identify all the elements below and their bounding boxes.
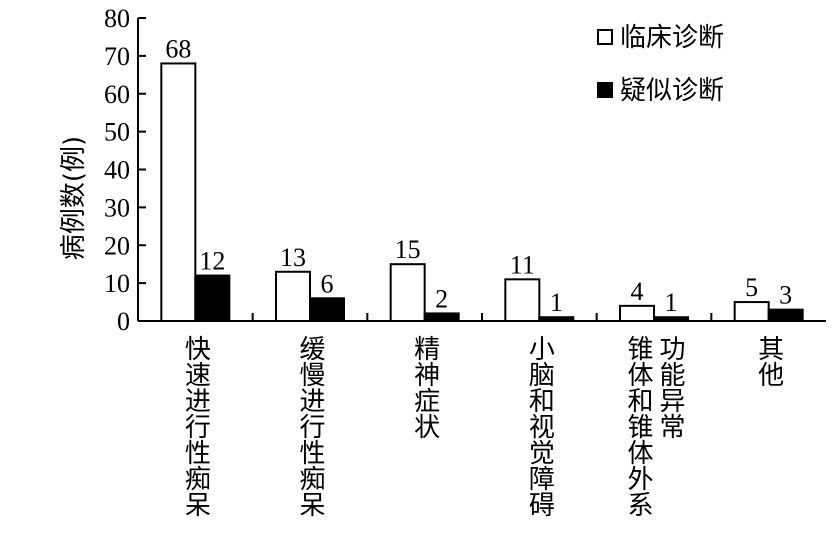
category-label: 小脑和视觉障碍	[524, 335, 554, 517]
bar-suspected	[767, 308, 804, 323]
data-label: 12	[199, 247, 225, 276]
y-tick-label: 70	[104, 42, 130, 71]
bar-clinical	[619, 304, 655, 323]
bar-clinical	[160, 62, 197, 322]
data-label: 15	[395, 235, 421, 264]
bar-suspected	[194, 274, 231, 322]
legend-label: 疑似诊断	[620, 76, 724, 106]
category-label: 缓慢进行性痴呆	[295, 335, 325, 517]
y-tick-label: 40	[104, 156, 130, 185]
y-axis: 0 10 20 30 40 50 60 70 80	[104, 4, 146, 336]
data-label: 5	[745, 273, 758, 302]
data-label: 13	[280, 243, 306, 272]
category-label: 快速进行性痴呆	[180, 335, 210, 517]
bar-clinical	[389, 263, 426, 322]
data-label: 1	[550, 288, 563, 317]
legend-label: 临床诊断	[620, 23, 724, 53]
bar-suspected	[538, 316, 575, 322]
category-label: 精神症状	[410, 335, 440, 439]
y-tick-label: 60	[104, 80, 130, 109]
y-tick-label: 30	[104, 193, 130, 222]
y-tick-label: 20	[104, 231, 130, 260]
data-label: 1	[665, 288, 678, 317]
data-label: 4	[631, 277, 644, 306]
data-label: 2	[435, 284, 448, 313]
bar-clinical	[504, 278, 541, 322]
y-tick-label: 80	[104, 4, 130, 33]
data-label: 3	[779, 281, 792, 310]
bar-clinical	[733, 301, 770, 322]
bar-clinical	[275, 270, 311, 323]
bar-suspected	[309, 297, 345, 322]
category-label: 其他	[754, 335, 784, 387]
data-label: 11	[510, 250, 535, 279]
category-label: 锥体和锥体外系	[623, 335, 653, 517]
legend-swatch	[597, 82, 613, 98]
data-label: 68	[165, 34, 191, 63]
bar-suspected	[423, 312, 460, 322]
category-label: 功能异常	[655, 335, 685, 439]
data-label: 6	[321, 269, 334, 298]
category-labels: 快速进行性痴呆 缓慢进行性痴呆 精神症状 小脑和视觉障碍 锥体和锥体外系 功能异常 其他	[180, 335, 783, 517]
y-tick-label: 50	[104, 118, 130, 147]
bars	[160, 62, 804, 323]
y-tick-label: 0	[117, 307, 130, 336]
legend-swatch	[597, 29, 613, 45]
bar-suspected	[653, 316, 689, 322]
y-axis-title: 病例数(例)	[59, 136, 89, 260]
y-tick-label: 10	[104, 269, 130, 298]
x-axis	[138, 313, 826, 322]
